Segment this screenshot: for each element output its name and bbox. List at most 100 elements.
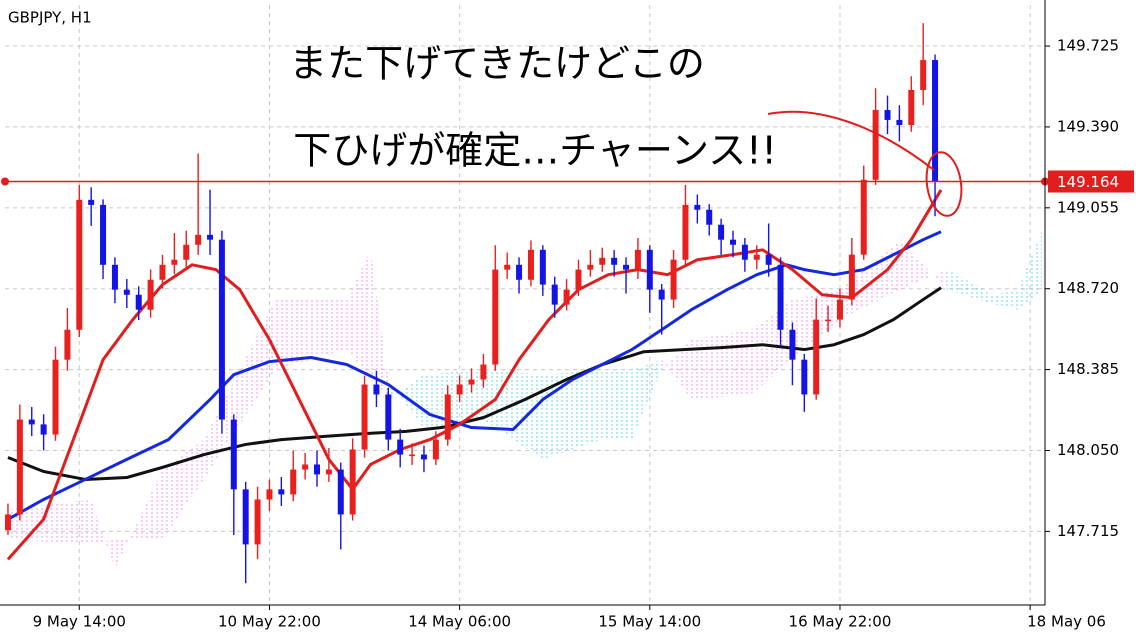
x-tick-label: 16 May 22:00 xyxy=(789,613,892,631)
candle-body xyxy=(52,359,59,435)
cloud-segment xyxy=(946,269,995,305)
y-tick-label: 149.055 xyxy=(1057,198,1119,216)
y-tick-label: 147.715 xyxy=(1057,522,1119,540)
candle-body xyxy=(171,259,178,265)
candle-body xyxy=(40,424,47,435)
candle-body xyxy=(872,110,879,180)
candle-body xyxy=(575,269,582,290)
candle-body xyxy=(266,489,273,500)
cloud-segment xyxy=(1018,229,1043,310)
candle-body xyxy=(302,464,309,470)
cloud-segment xyxy=(114,469,163,570)
candle-body xyxy=(468,379,475,385)
candle-body xyxy=(765,254,772,265)
candle-body xyxy=(100,204,107,265)
candle-body xyxy=(623,264,630,270)
candle-body xyxy=(444,394,451,440)
candle-body xyxy=(896,119,903,125)
candle-body xyxy=(420,454,427,460)
cloud-segment xyxy=(370,249,389,400)
candle-body xyxy=(730,239,736,245)
x-tick-label: 10 May 22:00 xyxy=(218,613,321,631)
candle-body xyxy=(123,289,130,295)
cloud-segment xyxy=(542,369,603,460)
cloud-segment xyxy=(275,299,347,370)
candle-body xyxy=(563,289,570,305)
candle-body xyxy=(88,199,95,205)
cloud-segment xyxy=(388,374,424,430)
cloud-segment xyxy=(91,499,115,570)
x-tick-label: 15 May 14:00 xyxy=(598,613,701,631)
cloud-segment xyxy=(994,289,1019,310)
candle-body xyxy=(195,234,202,245)
annotation: また下げてきたけどこの xyxy=(289,42,705,86)
candle-body xyxy=(932,60,939,182)
candle-body xyxy=(278,489,285,495)
candle-body xyxy=(539,249,546,285)
candle-body xyxy=(848,254,855,300)
candle-body xyxy=(920,60,927,90)
candle-body xyxy=(254,499,261,545)
cloud-segment xyxy=(7,499,92,545)
candle-body xyxy=(741,244,748,260)
x-tick-label: 14 May 06:00 xyxy=(408,613,511,631)
moving-average-line xyxy=(7,286,942,481)
line-layer xyxy=(6,189,943,561)
cloud-segment xyxy=(602,369,632,440)
y-tick-label: 148.720 xyxy=(1057,279,1119,297)
candle-body xyxy=(825,319,832,322)
candle-body xyxy=(718,224,725,240)
candle-body xyxy=(385,394,392,440)
candle-body xyxy=(813,319,820,395)
candle-body xyxy=(111,264,118,290)
cloud-segment xyxy=(631,359,662,440)
candle-body xyxy=(349,449,356,515)
candle-body xyxy=(76,199,83,330)
candle-body xyxy=(290,469,297,495)
cloud-segment xyxy=(204,299,276,480)
candle-body xyxy=(611,257,618,265)
cloud-segment xyxy=(346,249,371,380)
candle-body xyxy=(658,289,665,300)
candle-body xyxy=(147,279,154,310)
moving-average-line xyxy=(7,230,942,521)
moving-average-line xyxy=(6,189,943,561)
candle-body xyxy=(16,419,23,515)
candle-body xyxy=(361,384,368,450)
candle-body xyxy=(218,239,225,420)
y-tick-label: 148.385 xyxy=(1057,360,1119,378)
top-layer: 149.164 xyxy=(1,170,1134,193)
candle-body xyxy=(28,419,35,425)
candle-body xyxy=(884,110,891,120)
y-tick-label: 149.390 xyxy=(1057,117,1119,135)
annotation: 下ひげが確定…チャーンス!! xyxy=(293,129,776,173)
candle-body xyxy=(753,254,760,260)
candle-body xyxy=(908,89,915,125)
candle-body xyxy=(207,234,214,240)
candle-body xyxy=(409,454,416,457)
cloud-segment xyxy=(899,239,947,290)
candle-body xyxy=(314,464,320,475)
x-tick-label: 9 May 14:00 xyxy=(33,613,126,631)
candle-body xyxy=(777,264,784,330)
candle-body xyxy=(634,249,641,270)
candle-body xyxy=(64,329,71,360)
candle-body xyxy=(159,264,166,280)
candle-body xyxy=(397,439,404,455)
price-label: 149.164 xyxy=(1057,173,1119,191)
candle-layer xyxy=(4,23,939,584)
y-tick-label: 148.050 xyxy=(1057,441,1119,459)
price-label-box xyxy=(1048,170,1134,193)
candle-body xyxy=(706,209,713,225)
x-tick-label: 18 May 06 xyxy=(1027,613,1106,631)
candle-body xyxy=(373,384,380,395)
candle-body xyxy=(183,244,190,260)
chart-title: GBPJPY, H1 xyxy=(8,9,92,27)
candle-body xyxy=(337,469,344,515)
price-line-handle xyxy=(1,177,9,186)
candle-body xyxy=(682,204,689,260)
candle-body xyxy=(646,249,653,290)
candle-body xyxy=(527,249,534,280)
